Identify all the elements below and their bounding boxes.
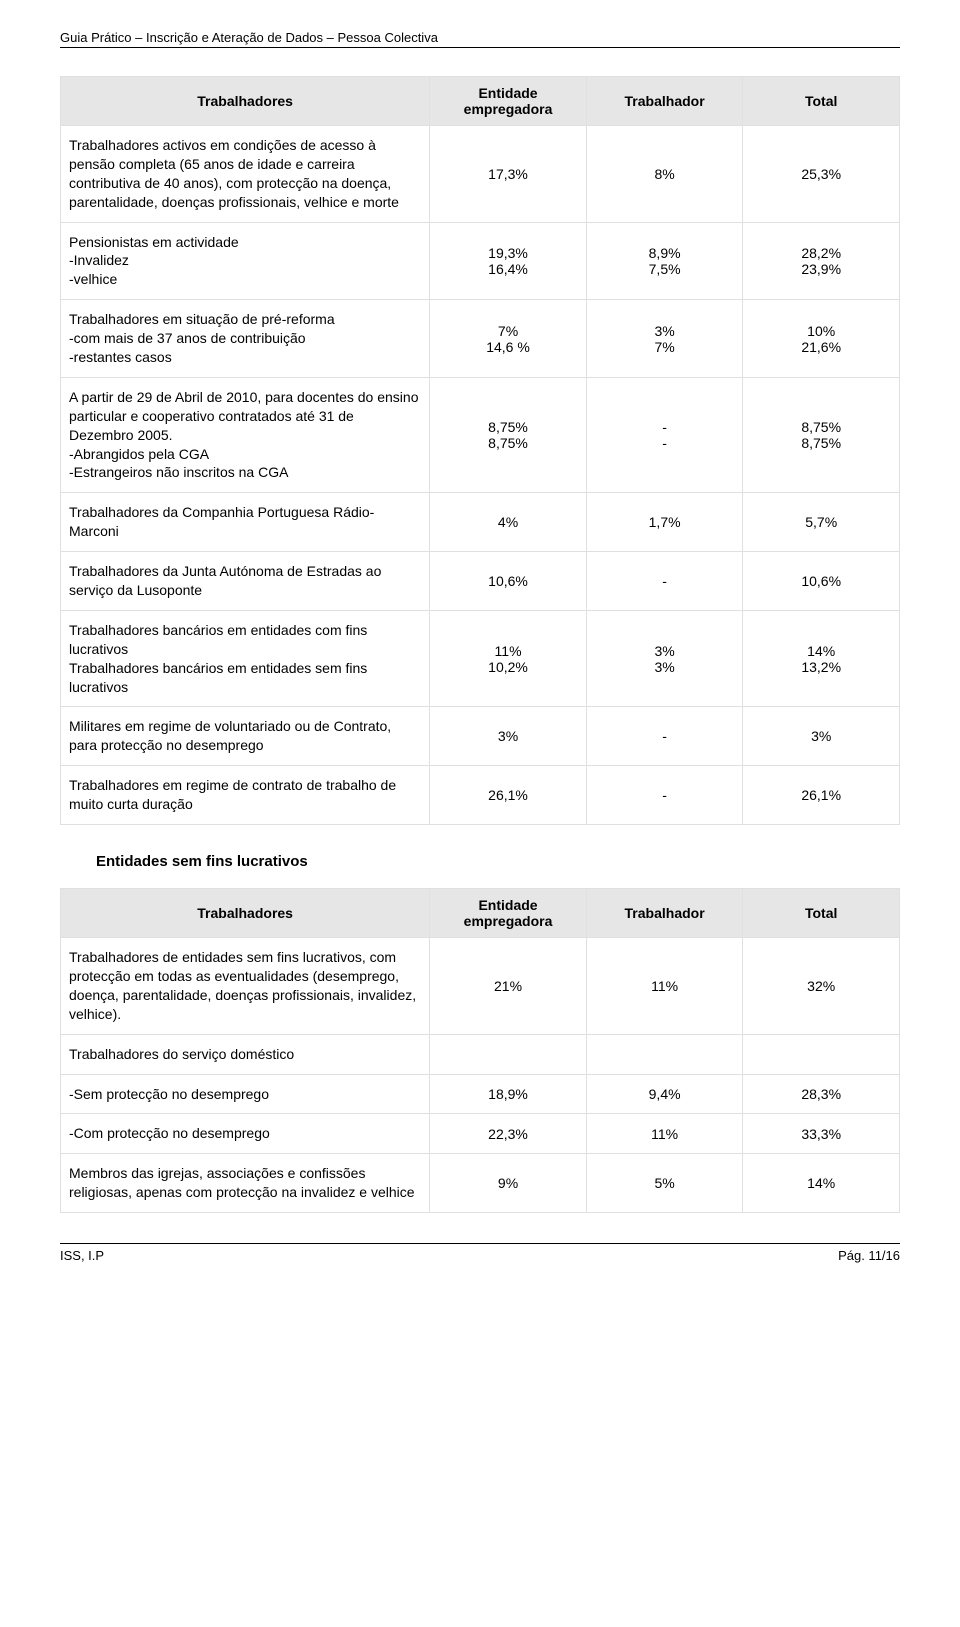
cell-value: 9% [430, 1154, 587, 1213]
cell-description: A partir de 29 de Abril de 2010, para do… [61, 377, 430, 492]
cell-value: 18,9% [430, 1074, 587, 1114]
table-row: -Com protecção no desemprego22,3%11%33,3… [61, 1114, 900, 1154]
cell-description: Trabalhadores do serviço doméstico [61, 1034, 430, 1074]
table-row: Membros das igrejas, associações e confi… [61, 1154, 900, 1213]
cell-description: Trabalhadores activos em condições de ac… [61, 126, 430, 223]
footer-left: ISS, I.P [60, 1248, 104, 1263]
cell-value: - [586, 552, 743, 611]
cell-value: 11% [586, 938, 743, 1035]
cell-value: 8,9% 7,5% [586, 222, 743, 300]
cell-value: 3% [743, 707, 900, 766]
cell-value: 7% 14,6 % [430, 300, 587, 378]
cell-value: 10,6% [743, 552, 900, 611]
cell-value: - - [586, 377, 743, 492]
cell-description: Trabalhadores da Junta Autónoma de Estra… [61, 552, 430, 611]
table-row: Pensionistas em actividade -Invalidez -v… [61, 222, 900, 300]
cell-value: 28,3% [743, 1074, 900, 1114]
page-footer: ISS, I.P Pág. 11/16 [60, 1243, 900, 1263]
cell-description: Trabalhadores bancários em entidades com… [61, 610, 430, 707]
cell-value [586, 1034, 743, 1074]
cell-value: 19,3% 16,4% [430, 222, 587, 300]
table-row: Trabalhadores bancários em entidades com… [61, 610, 900, 707]
cell-description: Pensionistas em actividade -Invalidez -v… [61, 222, 430, 300]
cell-value: 32% [743, 938, 900, 1035]
cell-description: Militares em regime de voluntariado ou d… [61, 707, 430, 766]
cell-description: Membros das igrejas, associações e confi… [61, 1154, 430, 1213]
cell-value: 21% [430, 938, 587, 1035]
table-row: -Sem protecção no desemprego18,9%9,4%28,… [61, 1074, 900, 1114]
table-1-body: Trabalhadores activos em condições de ac… [61, 126, 900, 825]
table-header-row: Trabalhadores Entidade empregadora Traba… [61, 889, 900, 938]
cell-description: Trabalhadores em situação de pré-reforma… [61, 300, 430, 378]
cell-value: 3% [430, 707, 587, 766]
table-row: Trabalhadores em regime de contrato de t… [61, 766, 900, 825]
table-row: Trabalhadores do serviço doméstico [61, 1034, 900, 1074]
cell-value: 4% [430, 493, 587, 552]
cell-value: 25,3% [743, 126, 900, 223]
cell-value: 33,3% [743, 1114, 900, 1154]
table-2: Trabalhadores Entidade empregadora Traba… [60, 888, 900, 1213]
col-entidade: Entidade empregadora [430, 889, 587, 938]
cell-value: 8,75% 8,75% [430, 377, 587, 492]
section-title: Entidades sem fins lucrativos [96, 853, 900, 870]
table-2-body: Trabalhadores de entidades sem fins lucr… [61, 938, 900, 1213]
cell-description: Trabalhadores da Companhia Portuguesa Rá… [61, 493, 430, 552]
cell-value: 17,3% [430, 126, 587, 223]
cell-value [430, 1034, 587, 1074]
col-trabalhadores: Trabalhadores [61, 889, 430, 938]
col-trabalhador: Trabalhador [586, 77, 743, 126]
col-trabalhador: Trabalhador [586, 889, 743, 938]
cell-value: 3% 3% [586, 610, 743, 707]
table-row: Trabalhadores em situação de pré-reforma… [61, 300, 900, 378]
cell-value: - [586, 766, 743, 825]
cell-value: 26,1% [743, 766, 900, 825]
cell-value: 10,6% [430, 552, 587, 611]
cell-value: 3% 7% [586, 300, 743, 378]
cell-value: 11% 10,2% [430, 610, 587, 707]
cell-value: 1,7% [586, 493, 743, 552]
cell-value: 5% [586, 1154, 743, 1213]
cell-value [743, 1034, 900, 1074]
cell-value: 11% [586, 1114, 743, 1154]
document-page: Guia Prático – Inscrição e Ateração de D… [0, 0, 960, 1303]
cell-description: Trabalhadores de entidades sem fins lucr… [61, 938, 430, 1035]
cell-value: 22,3% [430, 1114, 587, 1154]
cell-description: -Com protecção no desemprego [61, 1114, 430, 1154]
table-row: Trabalhadores da Companhia Portuguesa Rá… [61, 493, 900, 552]
cell-value: - [586, 707, 743, 766]
col-total: Total [743, 889, 900, 938]
cell-value: 14% 13,2% [743, 610, 900, 707]
table-row: Militares em regime de voluntariado ou d… [61, 707, 900, 766]
cell-description: Trabalhadores em regime de contrato de t… [61, 766, 430, 825]
cell-value: 8% [586, 126, 743, 223]
cell-value: 9,4% [586, 1074, 743, 1114]
footer-right: Pág. 11/16 [838, 1248, 900, 1263]
table-row: Trabalhadores de entidades sem fins lucr… [61, 938, 900, 1035]
cell-value: 5,7% [743, 493, 900, 552]
table-row: A partir de 29 de Abril de 2010, para do… [61, 377, 900, 492]
cell-value: 14% [743, 1154, 900, 1213]
table-row: Trabalhadores da Junta Autónoma de Estra… [61, 552, 900, 611]
col-trabalhadores: Trabalhadores [61, 77, 430, 126]
col-total: Total [743, 77, 900, 126]
cell-value: 8,75% 8,75% [743, 377, 900, 492]
cell-description: -Sem protecção no desemprego [61, 1074, 430, 1114]
document-header: Guia Prático – Inscrição e Ateração de D… [60, 30, 900, 48]
cell-value: 28,2% 23,9% [743, 222, 900, 300]
table-header-row: Trabalhadores Entidade empregadora Traba… [61, 77, 900, 126]
col-entidade: Entidade empregadora [430, 77, 587, 126]
table-row: Trabalhadores activos em condições de ac… [61, 126, 900, 223]
cell-value: 26,1% [430, 766, 587, 825]
table-1: Trabalhadores Entidade empregadora Traba… [60, 76, 900, 825]
cell-value: 10% 21,6% [743, 300, 900, 378]
